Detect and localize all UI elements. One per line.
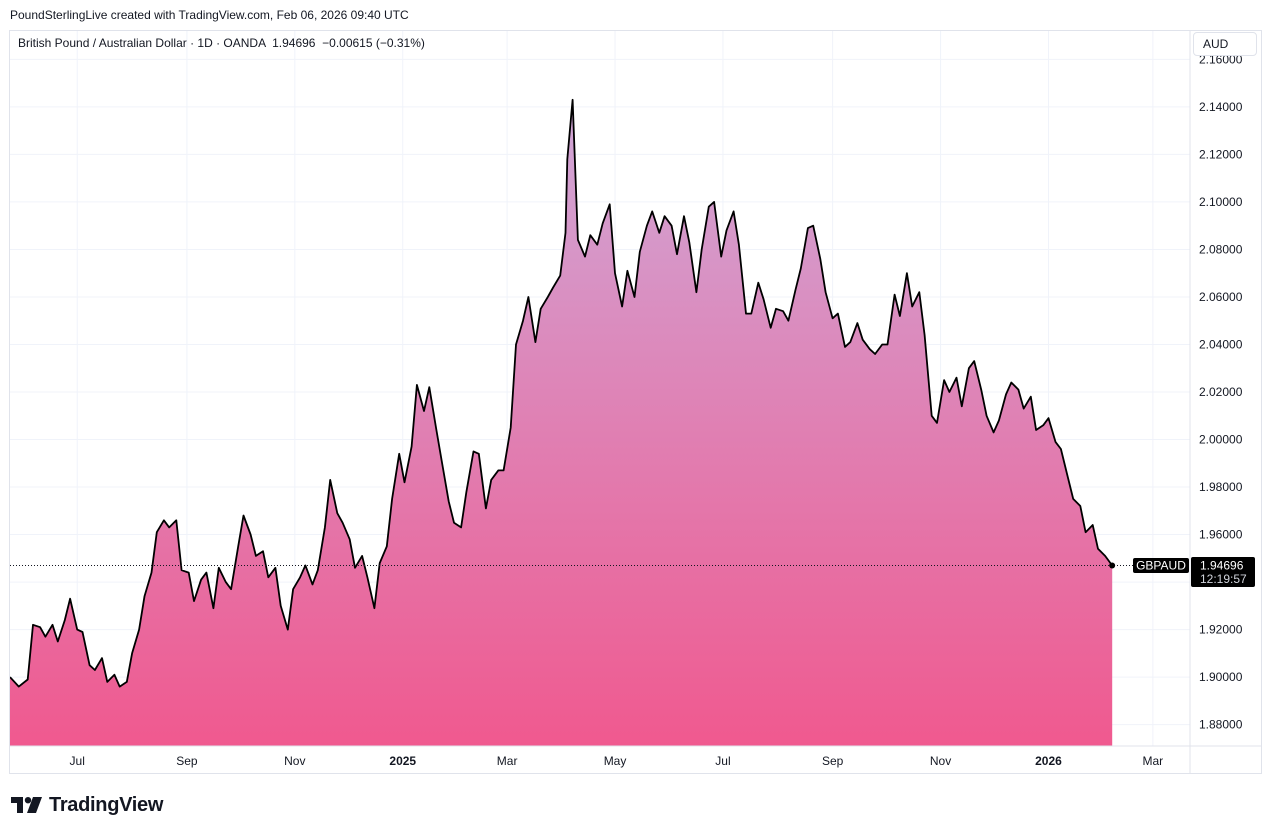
last-price-time: 12:19:57 [1200,572,1247,586]
y-tick-label: 1.92000 [1199,623,1243,637]
x-tick-label: Nov [284,754,305,768]
x-tick-label: Nov [930,754,951,768]
last-price-marker [1109,562,1116,569]
time-scale[interactable]: Jul Sep Nov 2025 Mar May Jul Sep Nov 2026 Mar [70,754,1164,768]
y-tick-label: 2.00000 [1199,433,1243,447]
last-price-value: 1.94696 [1200,559,1244,573]
y-tick-label: 2.04000 [1199,337,1243,351]
y-tick-label: 2.12000 [1199,147,1243,161]
y-tick-label: 2.10000 [1199,195,1243,209]
y-tick-label: 2.08000 [1199,242,1243,256]
symbol-legend[interactable]: British Pound / Australian Dollar · 1D ·… [18,36,425,50]
y-tick-label: 1.88000 [1199,718,1243,732]
x-tick-label: Jul [70,754,85,768]
price-scale[interactable]: 1.880001.900001.920001.940001.960001.980… [1199,52,1243,731]
x-tick-label: May [604,754,627,768]
x-tick-label: Mar [497,754,518,768]
x-tick-label: Sep [822,754,844,768]
currency-button[interactable]: AUD [1193,32,1257,56]
y-tick-label: 2.06000 [1199,290,1243,304]
tradingview-wordmark: TradingView [49,793,164,816]
x-tick-label: Mar [1143,754,1164,768]
symbol-label: GBPAUD [1133,558,1189,573]
price-area-fill [10,99,1113,746]
price-line[interactable] [10,98,1113,688]
symbol-label-text: GBPAUD [1136,559,1186,573]
chart-credit: PoundSterlingLive created with TradingVi… [10,8,409,22]
y-tick-label: 1.98000 [1199,480,1243,494]
x-tick-label: 2025 [389,754,416,768]
chart-frame [9,30,1262,774]
tradingview-logo-icon [11,797,42,813]
tradingview-brand[interactable]: TradingView [11,793,163,817]
x-tick-label: Jul [715,754,730,768]
x-tick-label: Sep [176,754,198,768]
y-tick-label: 1.90000 [1199,670,1243,684]
x-tick-label: 2026 [1035,754,1062,768]
y-tick-label: 1.96000 [1199,528,1243,542]
y-tick-label: 2.14000 [1199,100,1243,114]
last-price-label: 1.94696 12:19:57 [1191,557,1255,587]
y-tick-label: 2.02000 [1199,385,1243,399]
